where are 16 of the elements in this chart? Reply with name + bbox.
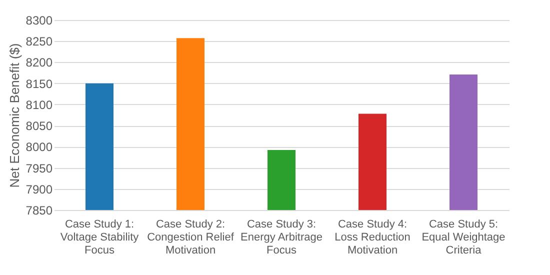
- y-tick-label: 8200: [26, 56, 53, 70]
- y-tick-label: 8250: [26, 34, 53, 49]
- y-tick-label: 8000: [26, 140, 53, 154]
- y-tick-label: 8150: [26, 76, 53, 91]
- y-tick-label: 8100: [26, 98, 53, 112]
- y-axis-title: Net Economic Benefit ($): [6, 43, 22, 188]
- x-tick-label: Case Study 3: Energy Arbitrage Focus: [240, 218, 322, 256]
- y-tick-label: 7950: [26, 161, 53, 176]
- x-tick-label: Case Study 5: Equal Weightage Criteria: [422, 218, 506, 256]
- x-tick-label: Case Study 1: Voltage Stability Focus: [60, 218, 140, 256]
- y-tick-label: 8300: [26, 14, 53, 28]
- x-tick-label: Case Study 4: Loss Reduction Motivation: [334, 218, 410, 256]
- x-tick-label: Case Study 2: Congestion Relief Motivation: [147, 218, 235, 256]
- y-tick-label: 7850: [26, 204, 53, 218]
- y-tick-label: 7900: [26, 182, 53, 196]
- y-tick-label: 8050: [26, 119, 53, 134]
